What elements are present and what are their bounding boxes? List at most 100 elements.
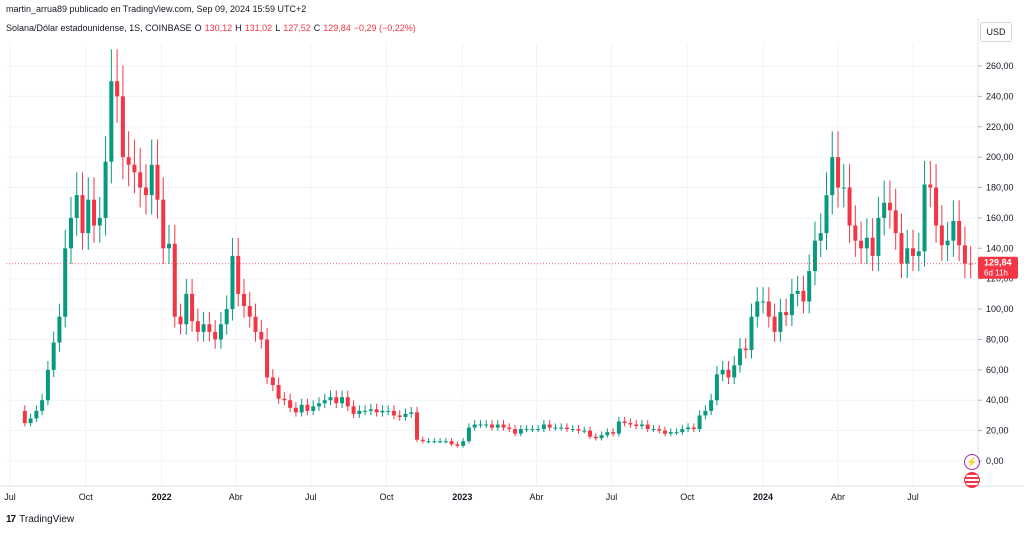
candle-body: [524, 429, 529, 431]
candle: [259, 320, 264, 349]
candle-body: [265, 339, 270, 378]
candle: [841, 164, 846, 208]
currency-button[interactable]: USD: [980, 22, 1012, 42]
change-value: −0,29 (−0,22%): [353, 23, 416, 33]
candle-body: [80, 195, 85, 234]
candle-body: [149, 164, 154, 196]
candle-body: [167, 243, 172, 249]
candle-body: [570, 429, 575, 431]
candle-body: [945, 240, 950, 246]
candle-body: [374, 409, 379, 413]
lightning-icon[interactable]: ⚡: [964, 454, 980, 470]
candle: [161, 177, 166, 264]
candle-body: [155, 164, 160, 200]
candle-body: [455, 444, 460, 446]
candle: [674, 428, 679, 435]
candle: [178, 303, 183, 335]
candle: [645, 420, 650, 433]
candle: [276, 377, 281, 404]
symbol-name[interactable]: Solana/Dólar estadounidense, 1S, COINBAS…: [6, 23, 192, 33]
open-label: O: [194, 23, 202, 33]
candle: [812, 221, 817, 286]
candle: [218, 311, 223, 349]
candle-body: [663, 430, 668, 434]
candle-body: [218, 324, 223, 340]
candle: [120, 65, 125, 180]
candle: [155, 139, 160, 219]
candle: [299, 398, 304, 417]
x-tick-label: Jul: [907, 492, 919, 502]
candle-body: [299, 404, 304, 413]
candle: [611, 428, 616, 437]
candle: [466, 423, 471, 444]
candle-body: [276, 385, 281, 399]
candle: [380, 405, 385, 417]
candle: [968, 246, 973, 279]
y-tick-label: 40,00: [986, 395, 1009, 405]
close-label: C: [313, 23, 321, 33]
candle-body: [495, 424, 500, 428]
candle-body: [680, 429, 685, 433]
footer-brand[interactable]: TradingView: [19, 514, 75, 525]
candle: [236, 237, 241, 307]
candle-body: [928, 184, 933, 188]
candle-body: [611, 432, 616, 434]
candle-body: [109, 81, 114, 162]
candle: [28, 413, 33, 427]
candle-body: [253, 316, 258, 332]
candle: [691, 423, 696, 433]
candle: [524, 425, 529, 433]
candle-body: [368, 409, 373, 411]
candle: [789, 278, 794, 327]
candle-body: [911, 248, 915, 256]
candle-body: [484, 424, 489, 426]
y-axis[interactable]: 0,0020,0040,0060,0080,00100,00120,00140,…: [977, 18, 1014, 486]
x-tick-label: Oct: [79, 492, 94, 502]
candle-body: [864, 237, 869, 249]
x-axis[interactable]: Jul Oct 2022 Abr Jul Oct 2023 Abr Jul Oct 2024 Abr J…: [0, 485, 1024, 502]
y-tick-label: 80,00: [986, 334, 1009, 344]
close-value: 129,84: [323, 23, 351, 33]
candle-body: [391, 410, 396, 416]
us-flag-icon[interactable]: [964, 472, 980, 488]
candle-body: [172, 243, 177, 317]
candle-body: [772, 316, 777, 332]
candle-body: [686, 427, 691, 430]
candle-body: [120, 96, 125, 158]
tradingview-logo-icon[interactable]: 17: [6, 514, 16, 525]
candle-body: [616, 421, 621, 434]
publisher-info: martin_arrua89 publicado en TradingView.…: [6, 4, 307, 14]
x-tick-label: 2024: [753, 492, 773, 502]
y-tick-label: 0,00: [986, 456, 1004, 466]
candle: [461, 438, 466, 448]
candle: [472, 420, 477, 431]
candle: [945, 221, 950, 262]
candle: [45, 361, 50, 406]
candle-body: [645, 424, 650, 430]
candle: [92, 177, 97, 243]
price-tag: 129,84 6d 11h: [978, 256, 1018, 279]
candle-body: [905, 248, 910, 264]
candle: [651, 425, 656, 433]
candle: [911, 229, 915, 272]
candle: [265, 328, 270, 385]
candle: [397, 410, 402, 421]
candle: [374, 403, 379, 417]
candle-body: [530, 429, 535, 431]
candle: [426, 438, 431, 444]
candle-body: [726, 369, 731, 378]
candle-body: [737, 348, 742, 366]
candle: [582, 426, 587, 434]
candle: [743, 338, 748, 359]
candle-body: [143, 187, 148, 196]
candle-body: [962, 245, 967, 264]
candle-body: [138, 172, 143, 188]
candle-body: [709, 400, 714, 411]
candle: [322, 393, 327, 409]
candle-body: [703, 410, 708, 416]
candle: [282, 392, 287, 406]
candle-body: [311, 406, 316, 411]
candle-body: [622, 421, 627, 424]
candle-body: [668, 432, 673, 434]
